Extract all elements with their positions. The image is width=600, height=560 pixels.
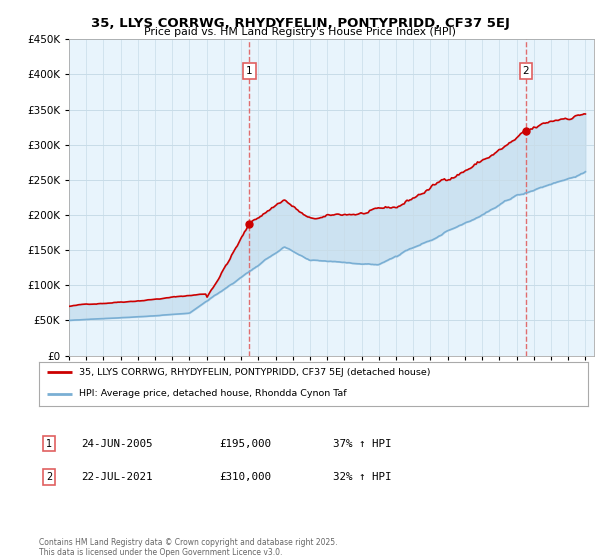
Text: 35, LLYS CORRWG, RHYDYFELIN, PONTYPRIDD, CF37 5EJ: 35, LLYS CORRWG, RHYDYFELIN, PONTYPRIDD,… bbox=[91, 17, 509, 30]
Text: Price paid vs. HM Land Registry's House Price Index (HPI): Price paid vs. HM Land Registry's House … bbox=[144, 27, 456, 37]
Text: 22-JUL-2021: 22-JUL-2021 bbox=[81, 472, 152, 482]
Text: 24-JUN-2005: 24-JUN-2005 bbox=[81, 438, 152, 449]
Text: 2: 2 bbox=[46, 472, 52, 482]
Text: £310,000: £310,000 bbox=[219, 472, 271, 482]
Text: 1: 1 bbox=[46, 438, 52, 449]
Text: 1: 1 bbox=[246, 66, 253, 76]
Text: £195,000: £195,000 bbox=[219, 438, 271, 449]
Text: HPI: Average price, detached house, Rhondda Cynon Taf: HPI: Average price, detached house, Rhon… bbox=[79, 389, 346, 398]
Text: 32% ↑ HPI: 32% ↑ HPI bbox=[333, 472, 392, 482]
Text: 35, LLYS CORRWG, RHYDYFELIN, PONTYPRIDD, CF37 5EJ (detached house): 35, LLYS CORRWG, RHYDYFELIN, PONTYPRIDD,… bbox=[79, 368, 430, 377]
Text: Contains HM Land Registry data © Crown copyright and database right 2025.
This d: Contains HM Land Registry data © Crown c… bbox=[39, 538, 337, 557]
Text: 37% ↑ HPI: 37% ↑ HPI bbox=[333, 438, 392, 449]
Text: 2: 2 bbox=[523, 66, 529, 76]
